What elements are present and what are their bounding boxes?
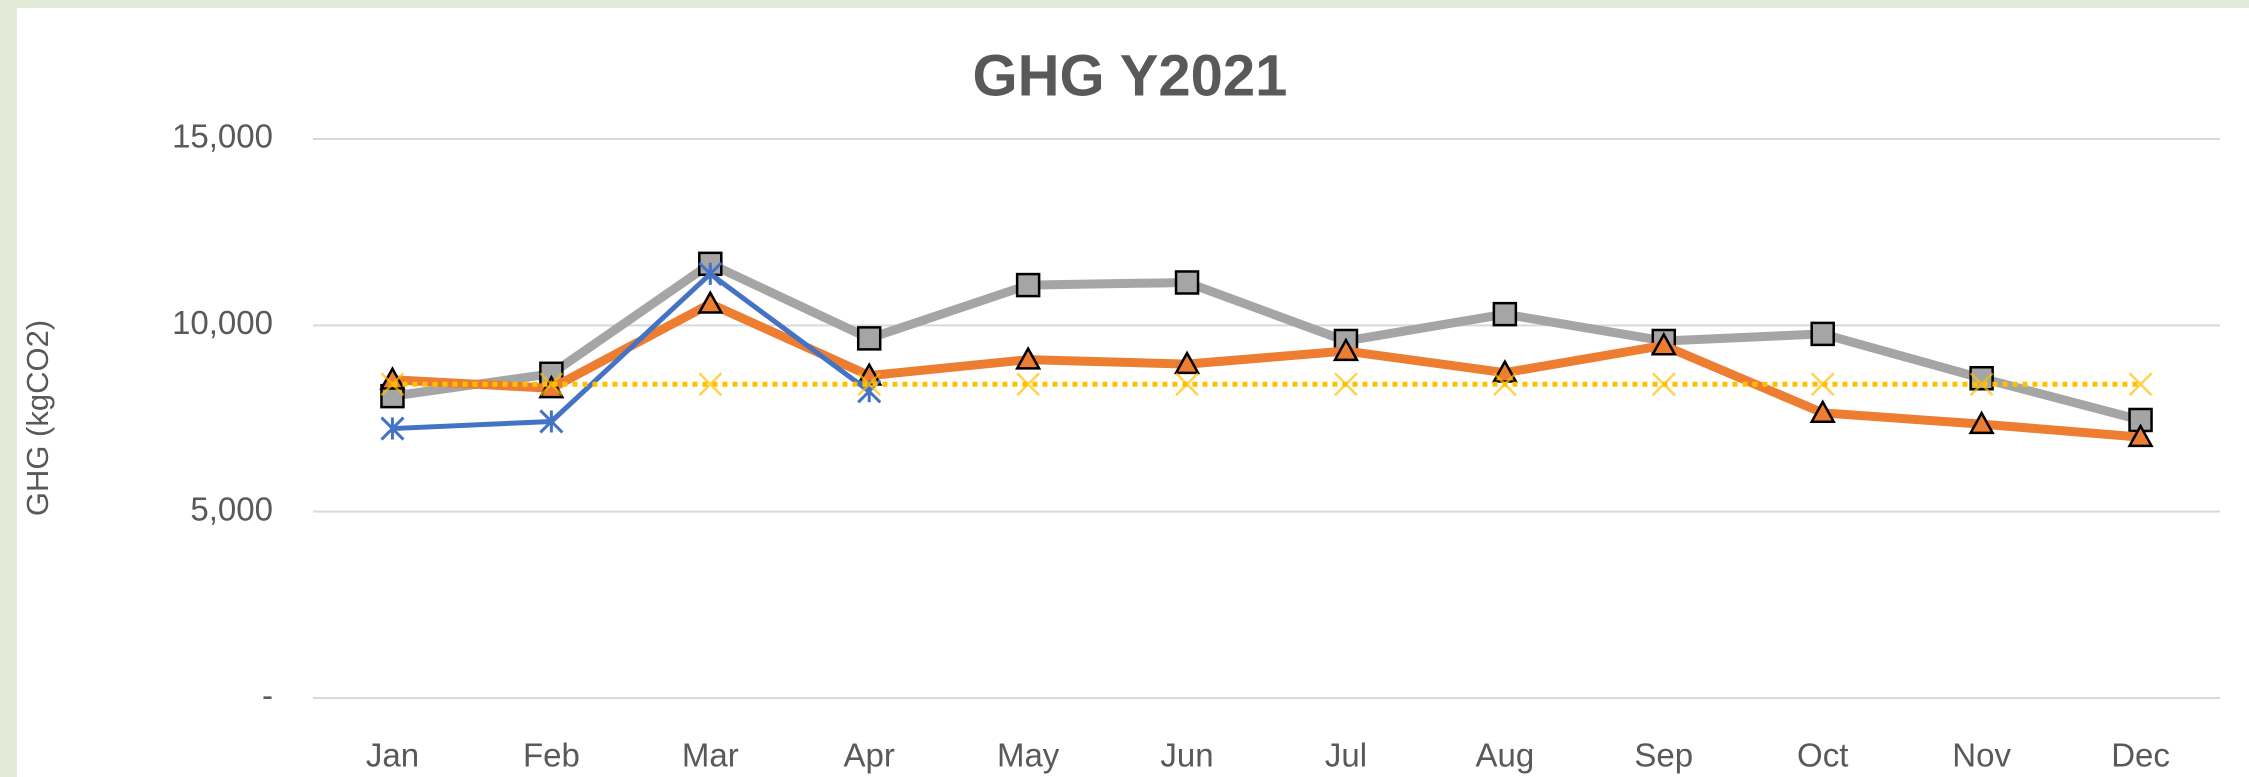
- marker: [1650, 331, 1677, 356]
- series-line: [392, 299, 2141, 442]
- series-line: [391, 259, 2142, 425]
- chart-title: GHG Y2021: [973, 43, 1288, 108]
- x-tick-label: Dec: [2111, 737, 2170, 774]
- marker: [698, 261, 723, 286]
- x-tick-label: May: [997, 737, 1060, 774]
- marker: [1491, 359, 1519, 383]
- marker: [1492, 372, 1517, 397]
- x-tick-label: Jan: [366, 737, 419, 774]
- x-tick-label: Jul: [1325, 737, 1367, 774]
- marker: [538, 374, 565, 399]
- marker: [1015, 346, 1042, 370]
- x-tick-label: Jun: [1160, 737, 1213, 774]
- marker: [698, 372, 723, 397]
- x-tick-label: Aug: [1476, 737, 1535, 774]
- marker: [856, 326, 882, 351]
- y-tick-label: -: [262, 677, 273, 714]
- marker: [2128, 372, 2153, 397]
- y-tick-label: 5,000: [190, 490, 273, 527]
- chart-area: [17, 8, 2249, 777]
- x-tick-label: Feb: [523, 737, 580, 774]
- marker: [1173, 350, 1201, 375]
- marker: [1810, 321, 1835, 347]
- marker: [697, 290, 724, 314]
- y-tick-label: 15,000: [172, 118, 273, 155]
- marker: [380, 372, 405, 397]
- x-tick-label: Apr: [844, 737, 895, 774]
- marker: [2127, 423, 2154, 448]
- marker: [539, 409, 564, 434]
- marker: [1810, 372, 1835, 397]
- marker: [1334, 372, 1358, 397]
- marker: [380, 416, 405, 441]
- marker: [1174, 270, 1200, 295]
- marker: [1016, 372, 1041, 397]
- marker: [539, 372, 564, 397]
- marker: [1015, 272, 1041, 298]
- marker: [1332, 337, 1360, 362]
- marker: [1968, 410, 1995, 435]
- y-tick-label: 10,000: [172, 304, 273, 341]
- marker: [857, 372, 882, 397]
- x-tick-label: Oct: [1797, 737, 1848, 774]
- marker: [1809, 399, 1836, 423]
- marker: [1651, 372, 1676, 397]
- x-tick-label: Nov: [1952, 737, 2011, 774]
- x-tick-label: Mar: [682, 737, 739, 774]
- marker: [1492, 301, 1518, 327]
- series-line: [392, 271, 871, 432]
- marker: [1969, 372, 1994, 397]
- y-axis-label: GHG (kgCO2): [20, 320, 55, 516]
- marker: [1175, 372, 1199, 397]
- x-tick-label: Sep: [1634, 737, 1693, 774]
